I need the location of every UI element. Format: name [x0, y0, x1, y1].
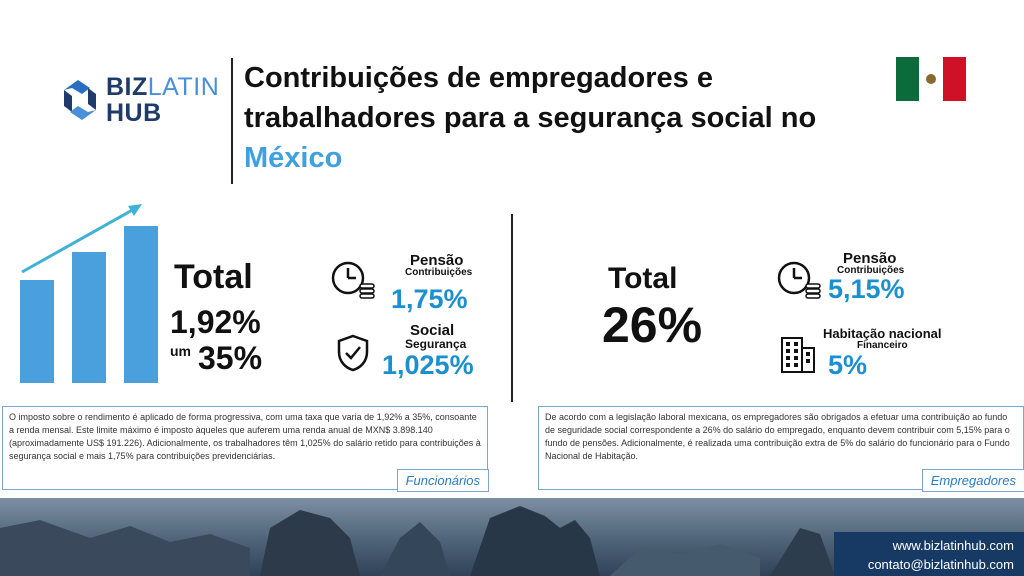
page-title: Contribuições de empregadores e trabalha…: [244, 58, 884, 178]
employee-rate-min: 1,92%: [170, 304, 261, 340]
logo-mark-icon: [64, 80, 96, 120]
website-link[interactable]: www.bizlatinhub.com: [892, 538, 1014, 553]
title-text: Contribuições de empregadores e trabalha…: [244, 62, 817, 134]
employer-description-box: De acordo com a legislação laboral mexic…: [538, 406, 1024, 492]
employee-rate-connector: um: [170, 343, 191, 359]
logo-text-latin: LATIN: [147, 73, 220, 101]
employer-housing-sublabel: Financeiro: [857, 340, 908, 351]
logo-text-biz: BIZ: [106, 73, 148, 101]
employer-housing-label: Habitação nacional: [823, 326, 942, 341]
header-divider: [231, 58, 233, 184]
employee-social-value: 1,025%: [382, 350, 474, 380]
employee-tag: Funcionários: [396, 469, 489, 492]
employee-pension-value: 1,75%: [391, 284, 468, 314]
employee-rate-max: 35%: [198, 340, 263, 376]
employee-total-label: Total: [174, 258, 253, 296]
contact-box: www.bizlatinhub.com contato@bizlatinhub.…: [834, 532, 1024, 576]
panel-divider: [511, 214, 513, 402]
mexico-flag-icon: [896, 57, 966, 101]
employer-total-label: Total: [608, 262, 678, 295]
employer-pension-value: 5,15%: [828, 274, 905, 304]
employer-description-text: De acordo com a legislação laboral mexic…: [545, 412, 1010, 461]
employee-social-label: Social: [410, 322, 455, 339]
bizlatinhub-logo: BIZLATIN HUB: [60, 70, 230, 130]
employer-tag: Empregadores: [921, 469, 1024, 492]
building-icon: [781, 337, 815, 373]
growth-chart-icon: [20, 204, 158, 383]
employee-description-box: O imposto sobre o rendimento é aplicado …: [2, 406, 489, 492]
clock-coins-icon: [331, 261, 375, 299]
shield-check-icon: [337, 334, 369, 372]
email-link[interactable]: contato@bizlatinhub.com: [867, 557, 1014, 572]
title-highlight-country: México: [244, 142, 343, 174]
employer-total-value: 26%: [602, 297, 703, 353]
employer-pension-sublabel: Contribuições: [837, 265, 905, 276]
employee-pension-sublabel: Contribuições: [405, 267, 473, 278]
logo-text-hub: HUB: [106, 99, 162, 127]
employee-description-text: O imposto sobre o rendimento é aplicado …: [9, 412, 481, 461]
employee-social-sublabel: Segurança: [405, 337, 467, 351]
employer-housing-value: 5%: [828, 350, 868, 380]
employer-pension-label: Pensão: [843, 250, 897, 267]
employee-pension-label: Pensão: [410, 252, 464, 269]
clock-coins-icon: [777, 261, 821, 299]
